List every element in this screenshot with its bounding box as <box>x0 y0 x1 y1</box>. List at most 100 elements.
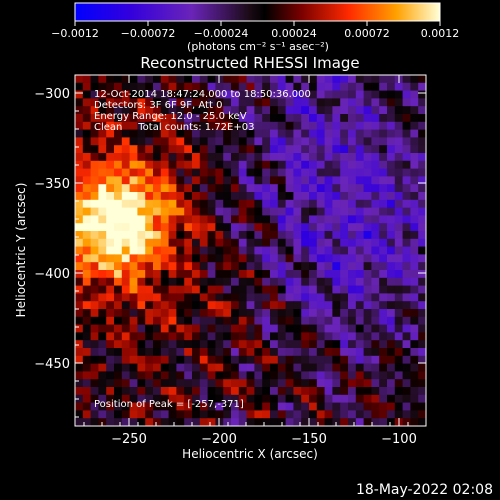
heatmap-cell <box>145 129 154 138</box>
heatmap-cell <box>309 348 318 357</box>
heatmap-cell <box>387 192 396 201</box>
heatmap-cell <box>114 371 123 380</box>
heatmap-cell <box>277 309 287 318</box>
heatmap-cell <box>137 231 146 240</box>
heatmap-cell <box>355 363 365 372</box>
heatmap-cell <box>168 238 177 248</box>
heatmap-cell <box>309 153 318 162</box>
heatmap-cell <box>301 145 310 154</box>
heatmap-cell <box>75 309 84 318</box>
heatmap-cell <box>160 340 170 349</box>
heatmap-cell <box>90 340 99 349</box>
heatmap-cell <box>371 363 380 372</box>
heatmap-cell <box>277 387 287 396</box>
heatmap-cell <box>285 293 294 302</box>
heatmap-cell <box>90 387 99 396</box>
heatmap-cell <box>207 254 216 263</box>
heatmap-cell <box>355 145 365 154</box>
heatmap-cell <box>176 90 185 99</box>
heatmap-cell <box>402 231 411 240</box>
heatmap-cell <box>114 192 123 201</box>
heatmap-cell <box>387 348 396 357</box>
heatmap-cell <box>82 340 92 349</box>
heatmap-cell <box>90 246 99 255</box>
heatmap-cell <box>418 340 426 349</box>
heatmap-cell <box>121 153 131 162</box>
heatmap-cell <box>324 75 333 84</box>
heatmap-cell <box>168 324 177 333</box>
heatmap-cell <box>348 324 357 333</box>
heatmap-cell <box>348 363 357 372</box>
heatmap-cell <box>363 270 372 279</box>
heatmap-cell <box>129 394 138 404</box>
heatmap-cell <box>270 277 279 287</box>
heatmap-cell <box>176 192 185 201</box>
heatmap-cell <box>348 223 357 232</box>
heatmap-cell <box>285 363 294 372</box>
heatmap-cell <box>176 324 185 333</box>
heatmap-cell <box>379 192 388 201</box>
heatmap-cell <box>231 98 240 107</box>
heatmap-cell <box>223 394 232 404</box>
heatmap-cell <box>121 82 131 92</box>
heatmap-cell <box>246 215 255 224</box>
heatmap-cell <box>223 410 232 419</box>
heatmap-cell <box>184 270 193 279</box>
heatmap-cell <box>238 168 248 177</box>
heatmap-cell <box>309 309 318 318</box>
heatmap-cell <box>114 129 123 138</box>
heatmap-cell <box>176 371 185 380</box>
heatmap-cell <box>176 129 185 138</box>
heatmap-cell <box>153 199 162 209</box>
heatmap-cell <box>82 262 92 271</box>
heatmap-cell <box>184 106 193 115</box>
heatmap-cell <box>363 387 372 396</box>
heatmap-cell <box>90 309 99 318</box>
heatmap-cell <box>301 207 310 216</box>
heatmap-cell <box>160 270 170 279</box>
heatmap-cell <box>340 340 349 349</box>
heatmap-cell <box>176 316 185 326</box>
heatmap-cell <box>340 75 349 84</box>
heatmap-cell <box>223 355 232 365</box>
heatmap-cell <box>316 231 326 240</box>
heatmap-cell <box>238 137 248 146</box>
heatmap-cell <box>285 215 294 224</box>
heatmap-cell <box>379 137 388 146</box>
heatmap-cell <box>387 114 396 123</box>
heatmap-cell <box>121 114 131 123</box>
heatmap-cell <box>160 379 170 388</box>
heatmap-cell <box>145 301 154 310</box>
heatmap-cell <box>418 176 426 185</box>
heatmap-cell <box>324 285 333 294</box>
heatmap-cell <box>254 254 263 263</box>
heatmap-cell <box>379 410 388 419</box>
heatmap-cell <box>254 371 263 380</box>
heatmap-cell <box>106 418 115 426</box>
heatmap-cell <box>402 301 411 310</box>
heatmap-cell <box>184 75 193 84</box>
heatmap-cell <box>309 270 318 279</box>
heatmap-cell <box>355 262 365 271</box>
heatmap-cell <box>106 207 115 216</box>
heatmap-cell <box>121 176 131 185</box>
heatmap-cell <box>340 121 349 131</box>
heatmap-cell <box>98 371 107 380</box>
heatmap-cell <box>231 418 240 426</box>
heatmap-cell <box>145 394 154 404</box>
heatmap-cell <box>418 153 426 162</box>
heatmap-cell <box>98 238 107 248</box>
heatmap-cell <box>301 410 310 419</box>
heatmap-cell <box>348 340 357 349</box>
heatmap-cell <box>90 316 99 326</box>
heatmap-cell <box>215 215 224 224</box>
heatmap-cell <box>309 114 318 123</box>
heatmap-cell <box>231 90 240 99</box>
heatmap-cell <box>207 223 216 232</box>
heatmap-cell <box>363 145 372 154</box>
heatmap-cell <box>371 402 380 411</box>
heatmap-cell <box>75 379 84 388</box>
heatmap-cell <box>254 355 263 365</box>
heatmap-cell <box>293 75 302 84</box>
heatmap-cell <box>98 176 107 185</box>
